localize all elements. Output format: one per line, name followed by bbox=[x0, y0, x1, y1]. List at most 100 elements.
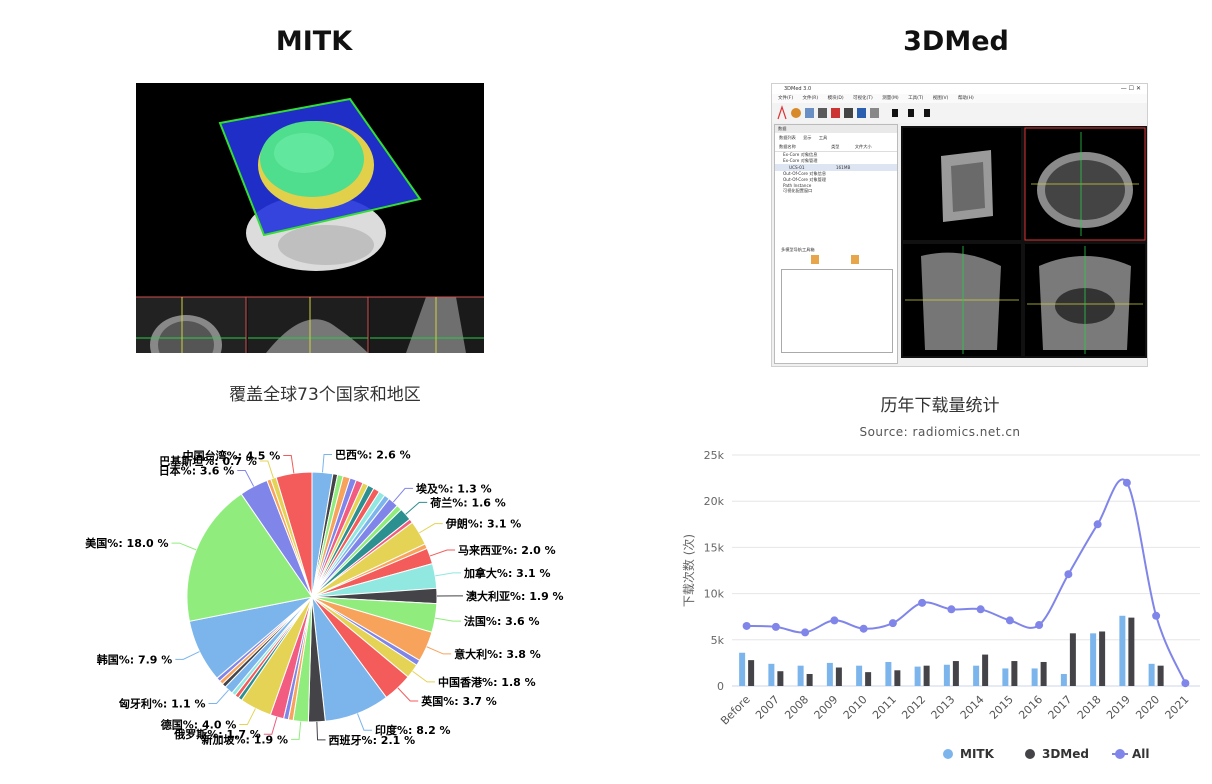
legend-item[interactable]: All bbox=[1132, 747, 1150, 761]
bar-mitk bbox=[1119, 615, 1126, 686]
pie-connector-line bbox=[259, 460, 274, 479]
column-header: 数据名称 bbox=[779, 144, 796, 149]
line-point bbox=[976, 605, 985, 614]
3dmed-data-panel: 数据 数据列表 显示 工具 数据名称 类型 文件大小 Ex-Core 对象信息 … bbox=[774, 124, 898, 364]
x-tick-label: 2014 bbox=[958, 693, 987, 722]
pie-connector-line bbox=[435, 617, 461, 622]
x-tick-label: 2018 bbox=[1075, 693, 1104, 722]
cases-label: 多模型导航工具箱 bbox=[781, 247, 815, 252]
3dmed-window-title: 3DMed 3.0 bbox=[784, 86, 812, 92]
panel-tab: 显示 bbox=[803, 135, 812, 140]
line-point bbox=[801, 628, 810, 637]
pie-data-label: 印度%: 8.2 % bbox=[375, 723, 451, 737]
panel-columns: 数据名称 类型 文件大小 bbox=[775, 143, 897, 152]
bar-3dmed bbox=[1069, 633, 1076, 686]
x-tick-label: 2017 bbox=[1046, 693, 1075, 722]
x-tick-label: 2012 bbox=[899, 693, 928, 722]
pie-connector-line bbox=[291, 721, 302, 740]
pie-connector-line bbox=[237, 470, 255, 487]
bar-3dmed bbox=[1128, 617, 1135, 686]
pie-data-label: 英国%: 3.7 % bbox=[420, 694, 497, 708]
y-axis-title: 下载次数 (次) bbox=[681, 534, 696, 607]
mitk-section-title: MITK bbox=[275, 26, 353, 57]
tree-item: Ex-Core 对象信息 bbox=[783, 152, 818, 157]
menu-item: 文件(R) bbox=[802, 96, 819, 101]
tree-item: 可视化配置窗口 bbox=[783, 188, 813, 193]
x-tick-label: Before bbox=[718, 693, 753, 728]
bar-mitk bbox=[1031, 668, 1038, 686]
pie-data-label: 俄罗斯%: 1.7 % bbox=[173, 727, 261, 741]
line-point bbox=[859, 624, 868, 633]
menu-item: 可视化(T) bbox=[853, 96, 873, 101]
legend-item[interactable]: 3DMed bbox=[1042, 747, 1089, 761]
bar-3dmed bbox=[1157, 665, 1164, 686]
pie-connector-line bbox=[316, 721, 326, 741]
bar-3dmed bbox=[748, 660, 755, 686]
tree-item: Out-Of-Core 对象信息 bbox=[783, 171, 827, 176]
y-tick-label: 25k bbox=[704, 449, 725, 462]
3dmed-toolbar-icons bbox=[772, 103, 1147, 123]
pie-data-label: 美国%: 18.0 % bbox=[85, 536, 168, 550]
pie-data-label: 巴基斯坦%: 0.7 % bbox=[159, 454, 257, 468]
line-point bbox=[1122, 478, 1131, 487]
line-point bbox=[888, 619, 897, 628]
pie-connector-line bbox=[392, 487, 414, 503]
x-tick-label: 2008 bbox=[782, 693, 811, 722]
bar-3dmed bbox=[865, 672, 872, 686]
x-tick-label: 2020 bbox=[1133, 693, 1162, 722]
pie-connector-line bbox=[208, 689, 229, 704]
pie-data-label: 马来西亚%: 2.0 % bbox=[458, 543, 556, 557]
bar-mitk bbox=[826, 662, 833, 686]
bar-mitk bbox=[856, 665, 863, 686]
tree-item-selected: UCS-01 161MB bbox=[775, 164, 897, 171]
x-tick-label: 2016 bbox=[1016, 693, 1045, 722]
bar-mitk bbox=[943, 664, 950, 686]
3dmed-menubar: 文件(F) 文件(R) 模块(D) 可视化(T) 测量(M) 工具(T) 视图(… bbox=[772, 94, 1147, 103]
pie-data-label: 中国香港%: 1.8 % bbox=[438, 675, 536, 689]
pie-connector-line bbox=[175, 651, 200, 660]
pie-connector-line bbox=[263, 716, 278, 735]
y-tick-label: 0 bbox=[717, 680, 724, 693]
column-header: 类型 bbox=[831, 144, 840, 149]
pie-connector-line bbox=[419, 523, 443, 534]
bar-mitk bbox=[739, 652, 746, 686]
x-tick-label: 2011 bbox=[870, 693, 899, 722]
pie-connector-line bbox=[356, 713, 372, 731]
legend-item[interactable]: MITK bbox=[960, 747, 995, 761]
mitk-3d-skull-render-icon bbox=[136, 83, 484, 353]
x-tick-label: 2010 bbox=[841, 693, 870, 722]
line-point bbox=[1181, 679, 1190, 688]
menu-item: 文件(F) bbox=[778, 96, 794, 101]
line-point bbox=[1064, 570, 1073, 579]
pie-connector-line bbox=[322, 454, 333, 473]
panel-tabs: 数据列表 显示 工具 bbox=[775, 133, 897, 143]
pie-data-label: 巴西%: 2.6 % bbox=[335, 449, 411, 462]
pie-data-label: 澳大利亚%: 1.9 % bbox=[466, 589, 564, 603]
bar-3dmed bbox=[923, 665, 930, 686]
x-tick-label: 2021 bbox=[1163, 693, 1192, 722]
line-point bbox=[771, 622, 780, 631]
3dmed-window-titlebar: 3DMed 3.0 — ☐ ✕ bbox=[772, 84, 1147, 94]
pie-connector-line bbox=[412, 670, 436, 683]
window-controls-icon: — ☐ ✕ bbox=[1120, 85, 1141, 92]
pie-data-label: 匈牙利%: 1.1 % bbox=[119, 696, 206, 710]
x-tick-label: 2013 bbox=[929, 693, 958, 722]
menu-item: 模块(D) bbox=[827, 96, 844, 101]
bar-mitk bbox=[768, 663, 775, 686]
pie-slice bbox=[275, 471, 313, 598]
pie-data-label: 德国%: 4.0 % bbox=[160, 718, 237, 732]
bar-mitk bbox=[1148, 663, 1155, 686]
y-tick-label: 10k bbox=[704, 588, 725, 601]
bar-mitk bbox=[1090, 633, 1097, 686]
x-tick-label: 2015 bbox=[987, 693, 1016, 722]
bar-line-chart: 0 5k 10k 15k 20k 25k 下载次数 (次) Before 2007 2008 200… bbox=[681, 449, 1200, 761]
pie-data-label: 意大利%: 3.8 % bbox=[454, 647, 541, 661]
3dmed-screenshot: 3DMed 3.0 — ☐ ✕ 文件(F) 文件(R) 模块(D) 可视化(T)… bbox=[771, 83, 1148, 367]
bar-3dmed bbox=[1011, 661, 1018, 686]
pie-data-label: 日本%: 3.6 % bbox=[159, 464, 235, 478]
bar-mitk bbox=[885, 661, 892, 686]
3dmed-section-title: 3DMed bbox=[903, 26, 1009, 57]
pie-connector-line bbox=[405, 501, 428, 515]
bar-mitk bbox=[1060, 673, 1067, 686]
pie-data-label: 韩国%: 7.9 % bbox=[97, 652, 173, 666]
